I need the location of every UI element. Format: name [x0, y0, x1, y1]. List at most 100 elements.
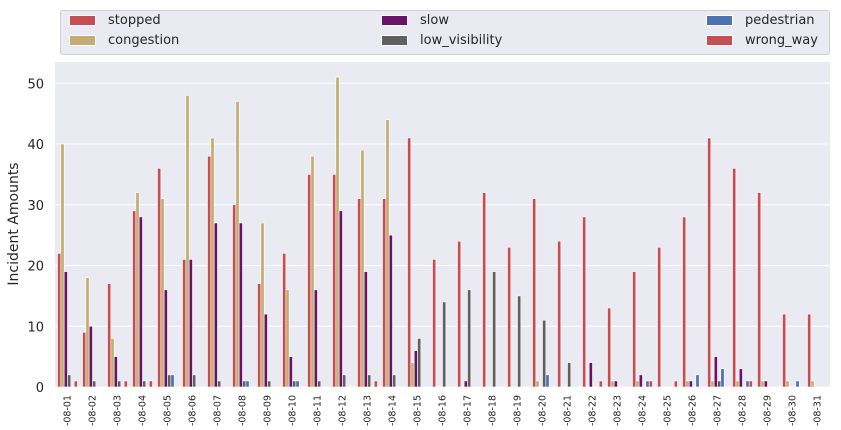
bar-slow-08-12 — [338, 210, 343, 388]
legend: stopped congestion slow low_visibility pedes… — [60, 10, 830, 55]
legend-swatch — [69, 35, 96, 46]
bar-congestion-08-14 — [385, 119, 390, 388]
legend-item-stopped: stopped — [69, 13, 161, 28]
x-tick-label: -08-26 — [688, 395, 699, 426]
x-tick-label: -08-27 — [713, 395, 724, 426]
x-tick-label: -08-16 — [438, 395, 449, 426]
legend-label: congestion — [108, 33, 180, 48]
bar-low_visibility-08-06 — [192, 374, 197, 388]
bar-congestion-08-04 — [135, 192, 140, 388]
bar-congestion-08-23 — [610, 380, 615, 388]
bar-stopped-08-31 — [807, 313, 812, 388]
bar-stopped-08-02 — [82, 332, 87, 388]
legend-label: slow — [420, 13, 449, 28]
bar-congestion-08-24 — [635, 380, 640, 388]
bar-wrong_way-08-25 — [673, 380, 678, 388]
bar-slow-08-03 — [113, 356, 118, 388]
legend-swatch — [706, 35, 733, 46]
bar-stopped-08-22 — [582, 216, 587, 388]
bar-stopped-08-28 — [732, 168, 737, 388]
bar-pedestrian-08-30 — [795, 380, 800, 388]
bar-stopped-08-30 — [782, 313, 787, 388]
bar-congestion-08-07 — [210, 137, 215, 388]
bar-pedestrian-08-28 — [745, 380, 750, 388]
bar-stopped-08-07 — [207, 155, 212, 388]
legend-item-congestion: congestion — [69, 33, 179, 48]
bar-stopped-08-01 — [57, 253, 62, 388]
x-tick-label: -08-02 — [88, 395, 99, 426]
bar-pedestrian-08-27 — [720, 368, 725, 388]
x-tick-label: -08-15 — [413, 395, 424, 426]
bar-congestion-08-30 — [785, 380, 790, 388]
bar-stopped-08-26 — [682, 216, 687, 388]
bar-stopped-08-08 — [232, 204, 237, 388]
bar-low_visibility-08-05 — [167, 374, 172, 388]
legend-item-wrong_way: wrong_way — [706, 33, 818, 48]
bar-wrong_way-08-04 — [148, 380, 153, 388]
bar-low_visibility-08-17 — [467, 289, 472, 388]
x-tick-labels: -08-01 -08-02 -08-03 -08-04 -08-05 -08-06 -08-… — [63, 395, 824, 426]
bar-wrong_way-08-13 — [373, 380, 378, 388]
bar-congestion-08-03 — [110, 338, 115, 388]
x-tick-label: -08-28 — [738, 395, 749, 426]
legend-item-slow: slow — [381, 13, 449, 28]
bar-congestion-08-08 — [235, 101, 240, 388]
legend-label: pedestrian — [745, 13, 815, 28]
bar-congestion-08-06 — [185, 95, 190, 388]
bar-pedestrian-08-26 — [695, 374, 700, 388]
bar-stopped-08-23 — [607, 307, 612, 388]
bar-congestion-08-26 — [685, 380, 690, 388]
bars — [57, 76, 815, 388]
bar-pedestrian-08-24 — [645, 380, 650, 388]
bar-wrong_way-08-01 — [73, 380, 78, 388]
bar-stopped-08-25 — [657, 246, 662, 388]
x-tick-label: -08-30 — [788, 395, 799, 426]
bar-congestion-08-20 — [535, 380, 540, 388]
bar-stopped-08-09 — [257, 283, 262, 388]
bar-congestion-08-15 — [410, 362, 415, 388]
x-tick-label: -08-14 — [388, 395, 399, 426]
legend-item-low_visibility: low_visibility — [381, 33, 502, 48]
bar-stopped-08-21 — [557, 240, 562, 388]
bar-wrong_way-08-03 — [123, 380, 128, 388]
bar-congestion-08-09 — [260, 222, 265, 388]
bar-slow-08-24 — [638, 374, 643, 388]
bar-stopped-08-19 — [507, 246, 512, 388]
x-tick-label: -08-23 — [613, 395, 624, 426]
bar-stopped-08-18 — [482, 192, 487, 388]
x-tick-label: -08-06 — [188, 395, 199, 426]
x-tick-label: -08-18 — [488, 395, 499, 426]
x-tick-label: -08-09 — [263, 395, 274, 426]
legend-swatch — [381, 15, 408, 26]
x-tick-label: -08-03 — [113, 395, 124, 426]
bar-low_visibility-08-16 — [442, 301, 447, 388]
bar-stopped-08-13 — [357, 198, 362, 388]
x-tick-label: -08-12 — [338, 395, 349, 426]
legend-label: wrong_way — [745, 33, 818, 48]
bar-stopped-08-27 — [707, 137, 712, 388]
bar-low_visibility-08-21 — [567, 362, 572, 388]
y-tick-label: 40 — [27, 138, 44, 153]
bar-pedestrian-08-20 — [545, 374, 550, 388]
bar-slow-08-06 — [188, 259, 193, 388]
bar-slow-08-08 — [238, 222, 243, 388]
x-tick-label: -08-25 — [663, 395, 674, 426]
x-tick-label: -08-07 — [213, 395, 224, 426]
x-tick-label: -08-20 — [538, 395, 549, 426]
bar-congestion-08-28 — [735, 380, 740, 388]
bar-congestion-08-11 — [310, 155, 315, 388]
bar-low_visibility-08-08 — [242, 380, 247, 388]
bar-slow-08-26 — [688, 380, 693, 388]
x-tick-label: -08-08 — [238, 395, 249, 426]
x-tick-label: -08-22 — [588, 395, 599, 426]
bar-congestion-08-27 — [710, 380, 715, 388]
bar-slow-08-10 — [288, 356, 293, 388]
y-tick-label: 50 — [27, 77, 44, 92]
bar-low_visibility-08-09 — [267, 380, 272, 388]
x-tick-label: -08-31 — [813, 395, 824, 426]
bar-stopped-08-20 — [532, 198, 537, 388]
x-tick-label: -08-19 — [513, 395, 524, 426]
bar-stopped-08-15 — [407, 137, 412, 388]
legend-swatch — [706, 15, 733, 26]
